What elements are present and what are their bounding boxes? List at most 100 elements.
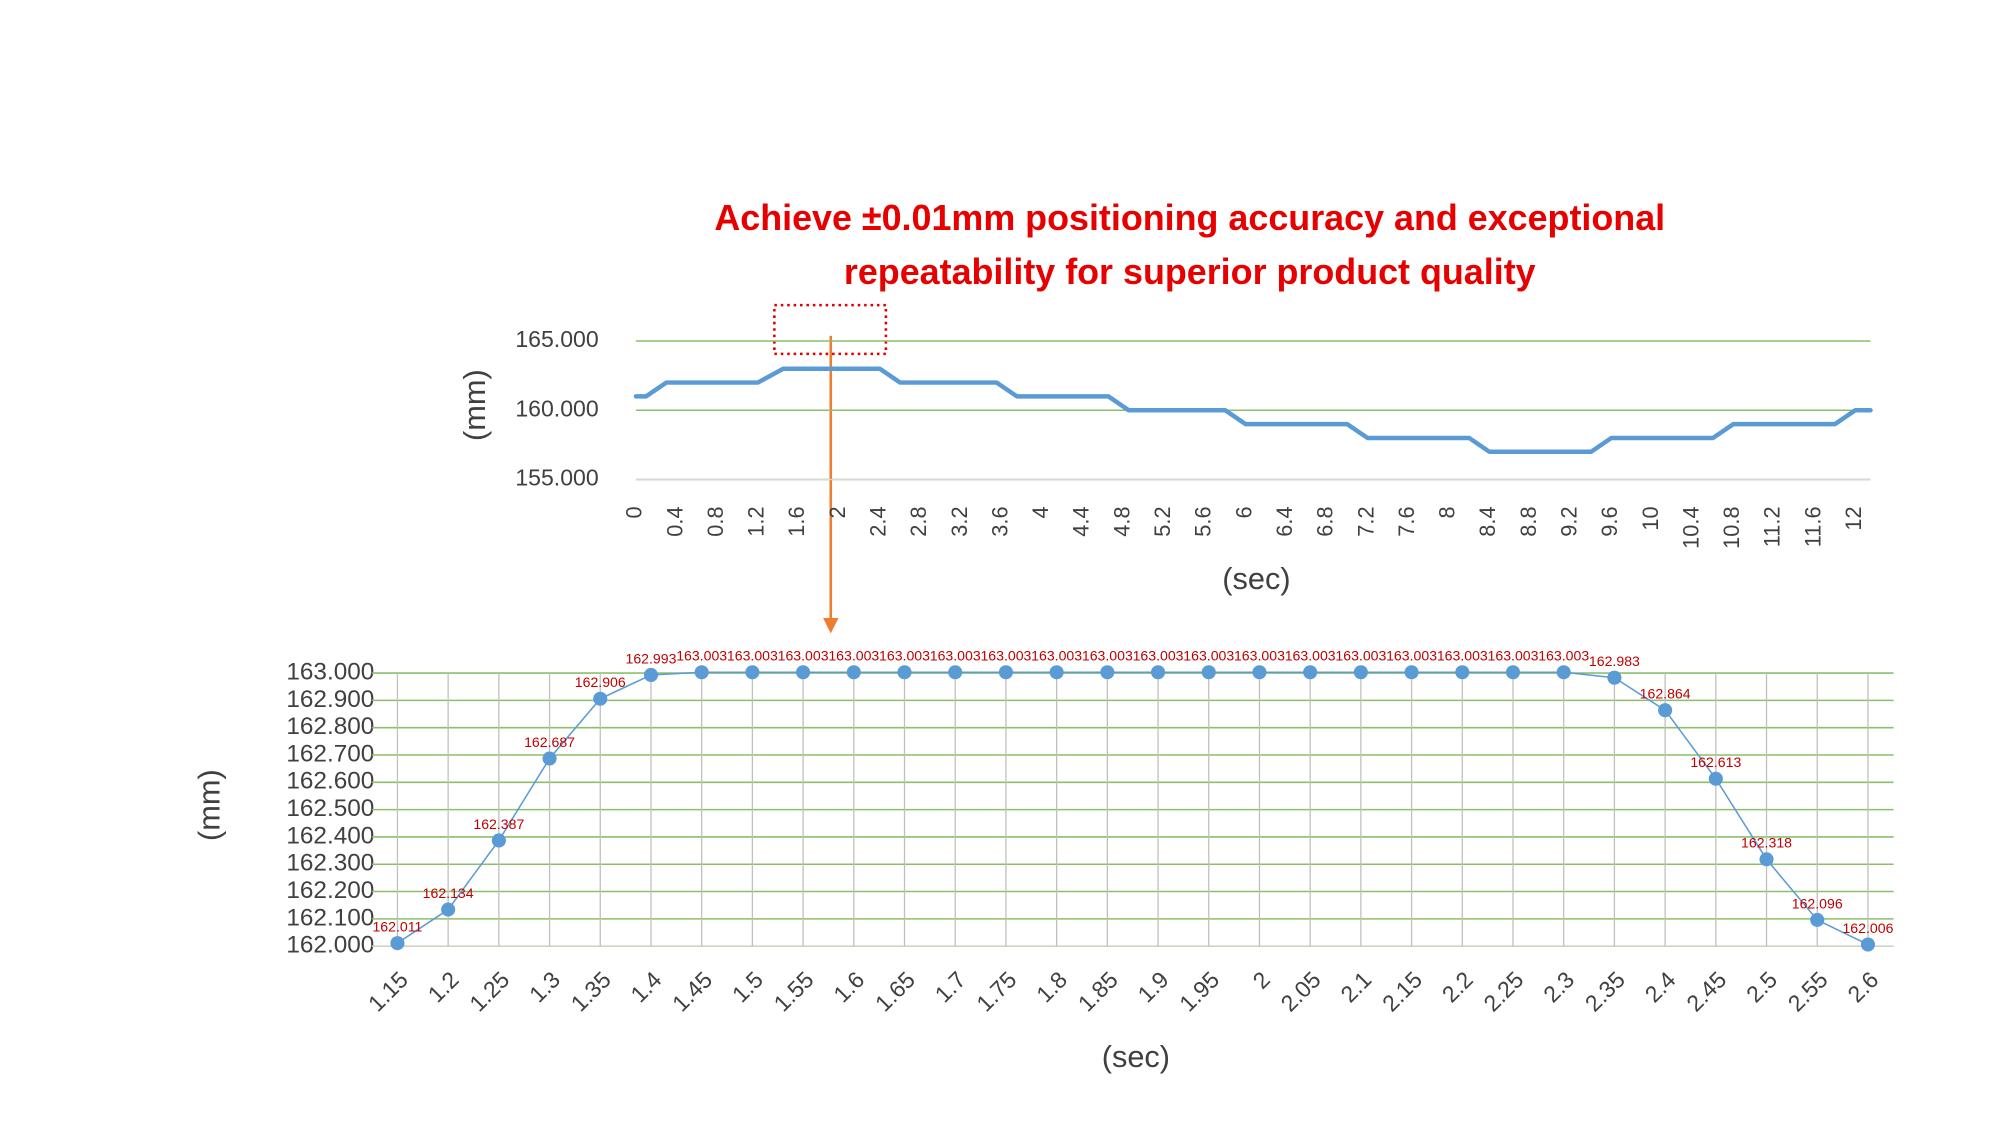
y-tick-label: 162.500 <box>286 795 374 822</box>
x-tick-label: 1.4 <box>625 966 666 1007</box>
data-label: 163.003 <box>1538 648 1589 664</box>
x-tick-label: 1.95 <box>1174 966 1224 1016</box>
x-tick-label: 2 <box>1248 966 1275 993</box>
data-point <box>441 902 456 917</box>
x-tick-label: 1.7 <box>930 966 971 1007</box>
x-tick-label: 8.8 <box>1516 506 1541 536</box>
x-tick-label: 2.8 <box>906 506 931 536</box>
y-tick-label: 162.300 <box>286 850 374 877</box>
data-label: 162.864 <box>1640 686 1691 702</box>
data-label: 162.011 <box>372 918 422 934</box>
data-label: 163.003 <box>778 648 829 664</box>
x-tick-label: 1.6 <box>828 966 869 1007</box>
y-tick-label: 160.000 <box>515 395 598 421</box>
data-point <box>1201 665 1216 680</box>
y-tick-label: 162.400 <box>286 822 374 849</box>
data-label: 163.003 <box>1183 648 1234 664</box>
data-label: 162.387 <box>473 816 524 832</box>
data-label: 162.906 <box>575 674 626 690</box>
data-point <box>593 691 608 706</box>
data-label: 163.003 <box>1285 648 1336 664</box>
data-point <box>1353 665 1368 680</box>
x-tick-label: 9.2 <box>1557 506 1582 536</box>
y-tick-label: 155.000 <box>515 465 598 491</box>
data-point <box>1860 937 1875 952</box>
x-tick-label: 2.35 <box>1580 966 1630 1016</box>
x-tick-label: 6.4 <box>1272 506 1297 536</box>
data-label: 162.993 <box>625 650 676 666</box>
data-point <box>1556 665 1571 680</box>
x-tick-label: 10 <box>1638 506 1663 530</box>
data-point <box>1303 665 1318 680</box>
data-point <box>1404 665 1419 680</box>
x-tick-label: 2.15 <box>1377 966 1427 1016</box>
x-tick-label: 2.1 <box>1335 966 1376 1007</box>
data-point <box>1049 665 1064 680</box>
x-tick-label: 1.3 <box>524 966 565 1007</box>
x-tick-label: 10.4 <box>1678 506 1703 548</box>
data-label: 162.134 <box>423 885 474 901</box>
data-point <box>1607 670 1622 685</box>
data-point <box>846 665 861 680</box>
y-tick-label: 162.000 <box>286 932 374 959</box>
data-label: 163.003 <box>879 648 930 664</box>
x-tick-label: 1.8 <box>1031 966 1072 1007</box>
x-tick-label: 7.6 <box>1394 506 1419 536</box>
data-label: 162.687 <box>524 734 575 750</box>
data-label: 163.003 <box>1031 648 1082 664</box>
x-tick-label: 0.8 <box>703 506 728 536</box>
x-tick-label: 2.05 <box>1276 966 1326 1016</box>
x-tick-label: 0 <box>622 506 647 518</box>
title-line: Achieve ±0.01mm positioning accuracy and… <box>714 198 1665 238</box>
x-tick-label: 3.6 <box>987 506 1012 536</box>
x-tick-label: 2.6 <box>1842 966 1883 1007</box>
x-tick-label: 11.6 <box>1800 506 1825 547</box>
data-label: 163.003 <box>828 648 879 664</box>
x-tick-label: 5.2 <box>1150 506 1175 536</box>
x-tick-label: 1.85 <box>1073 966 1123 1016</box>
data-point <box>1658 703 1673 718</box>
data-label: 162.983 <box>1589 653 1640 669</box>
data-point <box>897 665 912 680</box>
x-tick-label: 1.2 <box>744 506 769 536</box>
x-tick-label: 1.6 <box>784 506 809 536</box>
data-point <box>390 936 405 951</box>
x-tick-label: 1.15 <box>363 966 413 1016</box>
x-tick-label: 3.2 <box>947 506 972 536</box>
data-label: 162.318 <box>1741 835 1792 851</box>
data-point <box>1708 771 1723 786</box>
x-tick-label: 1.65 <box>870 966 920 1016</box>
data-point <box>998 665 1013 680</box>
y-axis-title: (mm) <box>457 369 492 441</box>
data-label: 162.096 <box>1792 895 1843 911</box>
data-label: 163.003 <box>980 648 1031 664</box>
data-point <box>745 665 760 680</box>
x-axis-title: (sec) <box>1102 1039 1170 1074</box>
data-point <box>491 833 506 848</box>
series-line <box>396 671 1869 946</box>
x-tick-label: 5.6 <box>1191 506 1216 536</box>
x-tick-label: 1.5 <box>727 966 768 1007</box>
x-tick-label: 1.75 <box>971 966 1021 1016</box>
x-tick-label: 1.35 <box>566 966 616 1016</box>
data-point <box>948 665 963 680</box>
data-label: 162.006 <box>1842 920 1893 936</box>
data-point <box>796 665 811 680</box>
data-label: 162.613 <box>1690 754 1741 770</box>
x-tick-label: 11.2 <box>1760 506 1785 547</box>
data-point <box>1759 852 1774 867</box>
x-tick-label: 8 <box>1435 506 1460 518</box>
data-point <box>1505 665 1521 680</box>
data-point <box>542 751 557 766</box>
data-label: 163.003 <box>1335 648 1386 664</box>
x-tick-label: 2.2 <box>1437 966 1478 1007</box>
y-tick-label: 162.800 <box>286 713 374 740</box>
data-label: 163.003 <box>1133 648 1184 664</box>
x-tick-label: 2.55 <box>1783 966 1833 1016</box>
data-point <box>1252 665 1267 680</box>
y-tick-label: 163.000 <box>286 659 374 686</box>
x-tick-label: 4.8 <box>1109 506 1134 536</box>
data-label: 163.003 <box>1437 648 1488 664</box>
data-point <box>1810 912 1825 927</box>
data-label: 163.003 <box>1082 648 1133 664</box>
